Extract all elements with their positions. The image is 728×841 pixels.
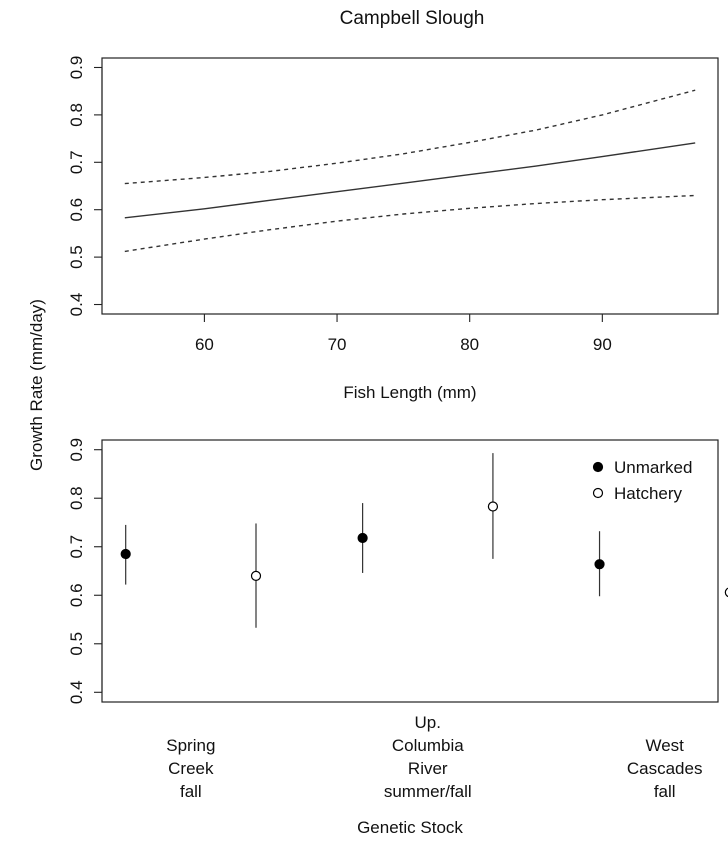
- top-x-tick-label: 70: [328, 335, 347, 354]
- category-label: Spring: [166, 736, 215, 755]
- top-x-axis: 60 70 80 90: [195, 313, 612, 354]
- top-y-axis: 0.4 0.5 0.6 0.7 0.8 0.9: [67, 56, 103, 317]
- legend-unmarked-label: Unmarked: [614, 458, 692, 477]
- category-labels: Spring Creek fall Up. Columbia River summer/fa…: [166, 713, 702, 801]
- legend: Unmarked Hatchery: [592, 458, 692, 503]
- hatchery-point: [250, 570, 262, 581]
- unmarked-point: [120, 548, 131, 560]
- category-label: Creek: [168, 759, 214, 778]
- hatchery-point: [487, 501, 499, 512]
- chart-title: Campbell Slough: [340, 8, 485, 29]
- legend-unmarked-marker: [592, 461, 604, 473]
- category-label: summer/fall: [384, 782, 472, 801]
- top-plot-frame: [101, 57, 719, 315]
- category-label: fall: [180, 782, 202, 801]
- top-y-tick-label: 0.7: [67, 150, 86, 174]
- bottom-y-tick-label: 0.8: [67, 486, 86, 510]
- top-y-tick-label: 0.4: [67, 293, 86, 317]
- top-y-tick-label: 0.8: [67, 103, 86, 127]
- unmarked-point: [357, 532, 368, 544]
- top-series-group: [124, 89, 696, 253]
- unmarked-point: [594, 559, 605, 570]
- bottom-y-tick-label: 0.4: [67, 680, 86, 704]
- top-x-tick-label: 90: [593, 335, 612, 354]
- category-label: Up.: [415, 713, 441, 732]
- legend-hatchery-marker: [592, 487, 604, 499]
- bottom-y-tick-label: 0.6: [67, 583, 86, 607]
- legend-hatchery-label: Hatchery: [614, 484, 683, 503]
- bottom-y-tick-label: 0.7: [67, 535, 86, 559]
- lower-ci-line: [124, 194, 696, 253]
- top-y-tick-label: 0.5: [67, 245, 86, 269]
- top-panel: Campbell Slough 0.4 0.5 0.6 0.7 0.8 0.9 60 70 8…: [67, 8, 719, 402]
- bottom-x-axis-label: Genetic Stock: [357, 818, 463, 837]
- bottom-y-axis: 0.4 0.5 0.6 0.7 0.8 0.9: [67, 438, 103, 704]
- bottom-y-tick-label: 0.5: [67, 632, 86, 656]
- category-label: fall: [654, 782, 676, 801]
- category-label: River: [408, 759, 448, 778]
- top-y-tick-label: 0.6: [67, 198, 86, 222]
- top-x-tick-label: 60: [195, 335, 214, 354]
- top-y-tick-label: 0.9: [67, 56, 86, 80]
- category-label: West: [645, 736, 684, 755]
- upper-ci-line: [124, 89, 696, 185]
- bottom-plot-frame: [101, 439, 719, 703]
- bottom-series-group: [120, 453, 728, 628]
- category-label: Cascades: [627, 759, 703, 778]
- category-label: Columbia: [392, 736, 464, 755]
- bottom-panel: 0.4 0.5 0.6 0.7 0.8 0.9 Spring Creek fall Up. Col…: [67, 438, 728, 837]
- x-axis-label: Fish Length (mm): [343, 383, 476, 402]
- bottom-y-tick-label: 0.9: [67, 438, 86, 462]
- top-x-tick-label: 80: [460, 335, 479, 354]
- hatchery-point: [724, 587, 728, 598]
- fit-line: [124, 142, 696, 219]
- y-axis-label: Growth Rate (mm/day): [27, 299, 46, 471]
